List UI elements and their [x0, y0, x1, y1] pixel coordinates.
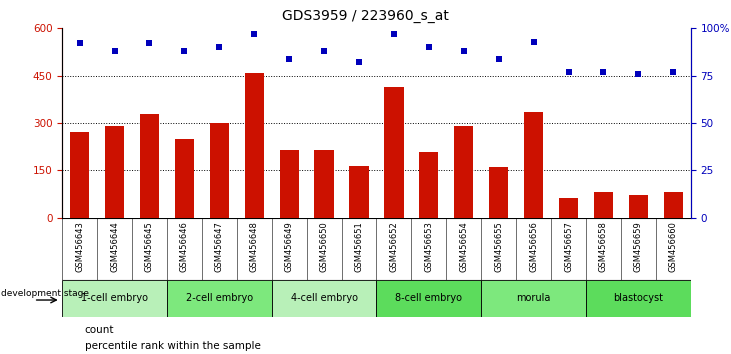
Text: GSM456651: GSM456651: [355, 221, 363, 272]
Point: [109, 48, 121, 54]
Bar: [175, 139, 194, 218]
Bar: [524, 112, 543, 218]
Text: 2-cell embryo: 2-cell embryo: [186, 293, 253, 303]
Point: [178, 48, 190, 54]
Bar: [245, 73, 264, 218]
Bar: [664, 193, 683, 218]
Text: GSM456644: GSM456644: [110, 221, 119, 272]
Bar: [279, 150, 299, 218]
Point: [458, 48, 469, 54]
Text: GSM456650: GSM456650: [319, 221, 328, 272]
Bar: [489, 167, 508, 218]
Text: 8-cell embryo: 8-cell embryo: [395, 293, 462, 303]
Text: GSM456649: GSM456649: [284, 221, 294, 272]
Point: [353, 59, 365, 65]
Text: GSM456654: GSM456654: [459, 221, 469, 272]
Point: [284, 56, 295, 62]
Point: [249, 31, 260, 37]
Bar: [586, 280, 691, 317]
Bar: [454, 126, 474, 218]
Bar: [385, 87, 404, 218]
Bar: [420, 152, 439, 218]
Text: GSM456658: GSM456658: [599, 221, 608, 272]
Text: 4-cell embryo: 4-cell embryo: [291, 293, 357, 303]
Bar: [559, 198, 578, 218]
Bar: [70, 132, 89, 218]
Point: [74, 41, 86, 46]
Bar: [314, 150, 333, 218]
Bar: [210, 123, 229, 218]
Point: [143, 41, 155, 46]
Point: [528, 39, 539, 44]
Point: [213, 45, 225, 50]
Point: [388, 31, 400, 37]
Text: GSM456659: GSM456659: [634, 221, 643, 272]
Bar: [349, 166, 368, 218]
Bar: [629, 195, 648, 218]
Text: GSM456647: GSM456647: [215, 221, 224, 272]
Point: [493, 56, 504, 62]
Text: GSM456648: GSM456648: [250, 221, 259, 272]
Bar: [481, 280, 586, 317]
Bar: [594, 193, 613, 218]
Text: percentile rank within the sample: percentile rank within the sample: [85, 341, 261, 350]
Text: GSM456660: GSM456660: [669, 221, 678, 272]
Bar: [272, 280, 376, 317]
Text: GSM456645: GSM456645: [145, 221, 154, 272]
Bar: [105, 126, 124, 218]
Bar: [376, 280, 481, 317]
Text: GSM456655: GSM456655: [494, 221, 503, 272]
Text: morula: morula: [516, 293, 551, 303]
Point: [423, 45, 435, 50]
Point: [563, 69, 575, 75]
Bar: [140, 114, 159, 218]
Point: [632, 71, 644, 76]
Point: [598, 69, 610, 75]
Text: GSM456656: GSM456656: [529, 221, 538, 272]
Text: development stage: development stage: [1, 290, 88, 298]
Bar: [62, 280, 167, 317]
Text: blastocyst: blastocyst: [613, 293, 664, 303]
Text: GSM456653: GSM456653: [425, 221, 433, 272]
Text: GSM456657: GSM456657: [564, 221, 573, 272]
Point: [667, 69, 679, 75]
Text: GDS3959 / 223960_s_at: GDS3959 / 223960_s_at: [282, 9, 449, 23]
Point: [318, 48, 330, 54]
Text: count: count: [85, 325, 114, 335]
Text: GSM456652: GSM456652: [390, 221, 398, 272]
Text: GSM456643: GSM456643: [75, 221, 84, 272]
Text: 1-cell embryo: 1-cell embryo: [81, 293, 148, 303]
Bar: [167, 280, 272, 317]
Text: GSM456646: GSM456646: [180, 221, 189, 272]
